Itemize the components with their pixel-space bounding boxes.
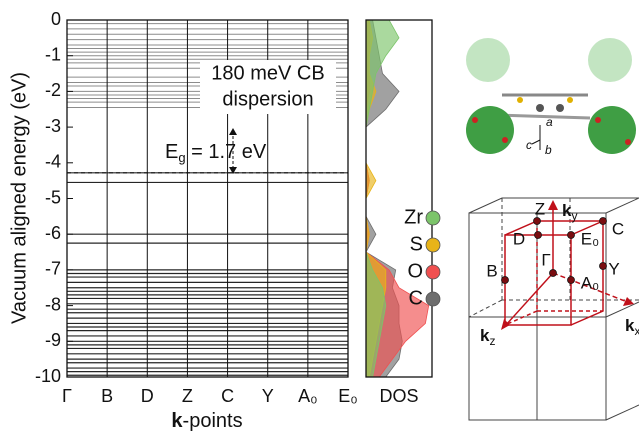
- k-sub: y: [571, 209, 577, 223]
- annotation: 180 meV CB: [211, 62, 324, 84]
- bz-point: E₀: [581, 229, 599, 248]
- bz-point: Γ: [541, 250, 550, 269]
- plots: Γ B D Z C Y A₀ E₀ 0 -1 -2 -3 -4 -5 -6 -7 -8 -9 -10 180 meV …: [35, 9, 441, 406]
- bz-point: Y: [608, 259, 619, 278]
- y-tick-label: -8: [45, 294, 61, 314]
- gap-symbol: E: [165, 141, 178, 163]
- gap-rest: = 1.7 eV: [186, 141, 267, 163]
- bz-point: A₀: [581, 273, 599, 292]
- bz-point: D: [513, 229, 525, 248]
- bz-kz: kz: [480, 326, 495, 348]
- k: k: [625, 316, 635, 335]
- arrow-head: [229, 167, 237, 174]
- y-tick-label: -1: [45, 44, 61, 64]
- x-tick-label: A₀: [298, 386, 317, 406]
- legend-swatch: [425, 237, 441, 253]
- x-tick-label: B: [101, 386, 113, 406]
- x-tick-label: C: [221, 386, 234, 406]
- y-tick-label: -10: [35, 366, 61, 386]
- axis-c: c: [526, 138, 532, 152]
- legend-label: S: [410, 233, 423, 255]
- axis-b: b: [545, 143, 552, 157]
- y-tick-label: -3: [45, 116, 61, 136]
- x-tick-label: Γ: [62, 386, 72, 406]
- x-axis-label: k-points: [171, 410, 242, 432]
- bz-point: Z: [535, 199, 545, 218]
- bz-labels: Z C D E₀ B Γ A₀ Y kx ky kz: [480, 199, 639, 348]
- annotation: dispersion: [222, 88, 313, 110]
- x-label-bold: k: [171, 410, 183, 432]
- legend-swatch: [425, 264, 441, 280]
- x-tick-label: Y: [262, 386, 274, 406]
- y-tick-label: -2: [45, 80, 61, 100]
- legend-swatch: [425, 210, 441, 226]
- annotation-bg: [200, 60, 336, 114]
- dos-frame: [365, 19, 433, 378]
- y-tick-label: -7: [45, 259, 61, 279]
- brillouin-zone: [468, 197, 639, 421]
- y-tick-label: -9: [45, 330, 61, 350]
- bz-ky: ky: [562, 201, 577, 223]
- legend-swatch: [425, 291, 441, 307]
- legend-label: O: [407, 260, 423, 282]
- x-tick-label: D: [141, 386, 154, 406]
- y-tick-label: 0: [51, 9, 61, 29]
- x-tick-label: Z: [182, 386, 193, 406]
- legend-label: Zr: [404, 206, 423, 228]
- gap-sub: g: [178, 150, 185, 165]
- bz-kx: kx: [625, 316, 639, 338]
- crystal-structure: a b c: [466, 38, 636, 157]
- y-tick-label: -4: [45, 152, 61, 172]
- frame: [66, 19, 349, 378]
- k-sub: x: [634, 324, 639, 338]
- arrow-head: [229, 128, 237, 135]
- gap-annotation: Eg = 1.7 eV: [165, 141, 267, 165]
- k: k: [480, 326, 490, 345]
- x-label-rest: -points: [183, 410, 243, 432]
- y-axis-label: Vacuum aligned energy (eV): [8, 72, 30, 324]
- y-tick-label: -6: [45, 223, 61, 243]
- x-tick-label: E₀: [338, 386, 357, 406]
- bz-point: B: [486, 261, 497, 280]
- bz-point: C: [612, 219, 624, 238]
- y-tick-label: -5: [45, 187, 61, 207]
- axis-a: a: [546, 115, 553, 129]
- k-sub: z: [489, 334, 495, 348]
- legend-label: C: [409, 287, 423, 309]
- dos-label: DOS: [379, 386, 418, 406]
- k: k: [562, 201, 572, 220]
